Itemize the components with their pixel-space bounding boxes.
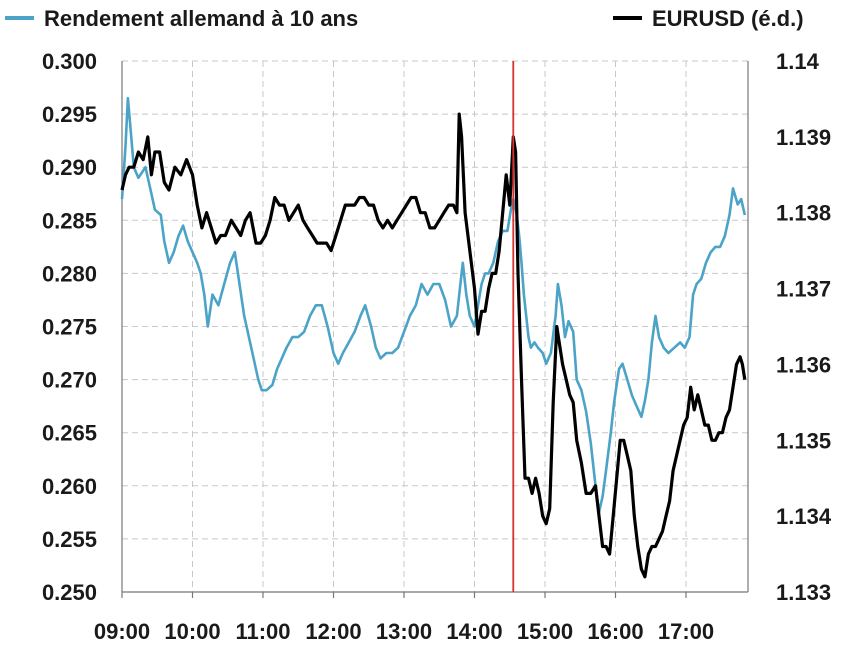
legend-item-eurusd: EURUSD (é.d.) [613, 6, 804, 31]
x-tick-label: 13:00 [376, 619, 432, 644]
y-right-tick-label: 1.138 [776, 201, 831, 226]
y-right-tick-label: 1.136 [776, 352, 831, 377]
y-left-tick-label: 0.250 [42, 580, 97, 605]
x-tick-label: 12:00 [305, 619, 361, 644]
series-line-eurusd [120, 112, 747, 579]
y-right-tick-label: 1.134 [776, 504, 832, 529]
y-left-tick-label: 0.285 [42, 208, 97, 233]
y-axis-right: 1.14 1.139 1.138 1.137 1.136 1.135 1.134 1.133 [776, 49, 832, 605]
y-right-tick-label: 1.14 [776, 49, 820, 74]
legend-item-yield: Rendement allemand à 10 ans [5, 6, 358, 31]
x-tick-label: 11:00 [235, 619, 290, 644]
y-left-tick-label: 0.255 [42, 527, 97, 552]
legend: Rendement allemand à 10 ans EURUSD (é.d.… [5, 6, 804, 31]
series-line-yield [120, 96, 747, 514]
x-tick-label: 17:00 [658, 619, 714, 644]
x-tick-label: 15:00 [517, 619, 573, 644]
y-left-tick-label: 0.280 [42, 261, 97, 286]
y-left-tick-label: 0.270 [42, 368, 97, 393]
y-left-tick-label: 0.295 [42, 102, 97, 127]
y-right-tick-label: 1.139 [776, 125, 831, 150]
y-right-tick-label: 1.133 [776, 580, 831, 605]
y-right-tick-label: 1.135 [776, 428, 831, 453]
y-left-tick-label: 0.260 [42, 474, 97, 499]
x-tick-label: 09:00 [94, 619, 150, 644]
x-axis: 09:00 10:00 11:00 12:00 13:00 14:00 15:00 16:00… [94, 619, 714, 644]
y-right-tick-label: 1.137 [776, 277, 831, 302]
y-left-tick-label: 0.290 [42, 155, 97, 180]
y-left-tick-label: 0.275 [42, 315, 97, 340]
x-tick-label: 10:00 [164, 619, 220, 644]
series-lines [120, 96, 747, 579]
legend-label-eurusd: EURUSD (é.d.) [652, 6, 804, 31]
x-tick-label: 14:00 [446, 619, 502, 644]
x-tick-label: 16:00 [587, 619, 643, 644]
legend-label-yield: Rendement allemand à 10 ans [44, 6, 358, 31]
y-left-tick-label: 0.300 [42, 49, 97, 74]
y-left-tick-label: 0.265 [42, 421, 97, 446]
y-axis-left: 0.300 0.295 0.290 0.285 0.280 0.275 0.270 0.265… [42, 49, 97, 605]
